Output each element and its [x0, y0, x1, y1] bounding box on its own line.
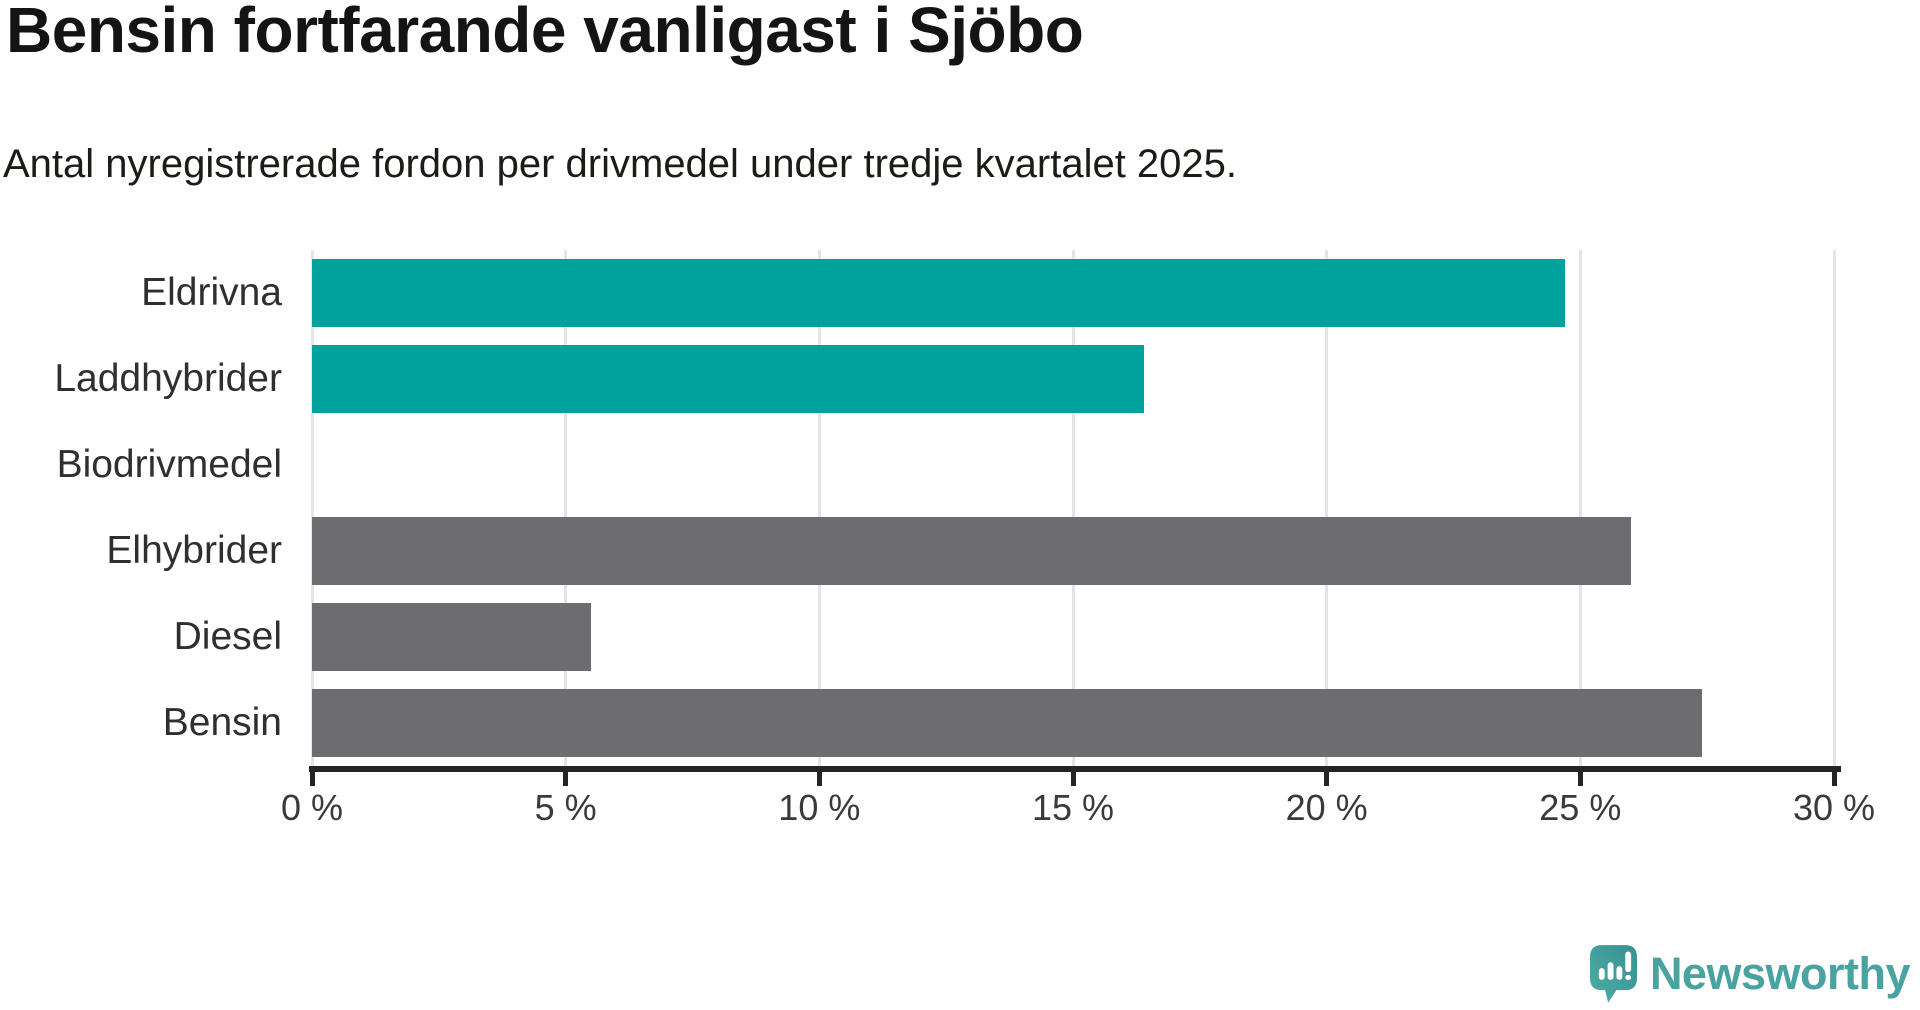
newsworthy-logo-text: Newsworthy	[1649, 948, 1911, 999]
category-label-eldrivna: Eldrivna	[141, 271, 282, 314]
gridline-5	[564, 250, 568, 766]
x-tick-30	[1831, 766, 1837, 786]
category-label-elhybrider: Elhybrider	[106, 529, 282, 572]
bar-bensin	[312, 689, 1703, 757]
gridline-10	[817, 250, 821, 766]
gridline-20	[1325, 250, 1329, 766]
x-tick-label-15: 15 %	[1031, 787, 1115, 828]
category-label-biodrivmedel: Biodrivmedel	[56, 443, 282, 486]
x-tick-label-30: 30 %	[1792, 787, 1876, 828]
x-tick-10	[816, 766, 822, 786]
x-tick-label-25: 25 %	[1539, 787, 1622, 828]
x-tick-20	[1324, 766, 1330, 786]
x-tick-label-20: 20 %	[1285, 787, 1368, 828]
x-tick-label-5: 5 %	[534, 787, 597, 828]
x-tick-25	[1577, 766, 1583, 786]
chart-subtitle: Antal nyregistrerade fordon per drivmede…	[3, 142, 1238, 186]
gridline-0	[310, 250, 314, 766]
bar-laddhybrider	[312, 345, 1145, 413]
category-label-bensin: Bensin	[162, 701, 282, 744]
bar-eldrivna	[312, 259, 1566, 327]
y-axis-category-labels: Eldrivna Laddhybrider Biodrivmedel Elhybrid…	[0, 250, 282, 766]
x-tick-label-0: 0 %	[280, 787, 344, 828]
newsworthy-speech-bubble-barchart-icon	[1589, 944, 1637, 1003]
gridline-15	[1071, 250, 1075, 766]
bar-elhybrider	[312, 517, 1632, 585]
newsworthy-logo: Newsworthy	[1589, 944, 1911, 1004]
x-axis-tick-labels: 0 % 5 % 10 % 15 % 20 % 25 % 30 %	[0, 788, 1920, 832]
chart-title: Bensin fortfarande vanligast i Sjöbo	[6, 0, 1084, 66]
bar-diesel	[312, 603, 592, 671]
gridline-30	[1832, 250, 1836, 766]
x-tick-label-10: 10 %	[778, 787, 861, 828]
x-tick-15	[1070, 766, 1076, 786]
x-tick-0	[309, 766, 315, 786]
gridline-25	[1578, 250, 1582, 766]
plot-area	[310, 250, 1836, 766]
category-label-laddhybrider: Laddhybrider	[54, 357, 282, 400]
category-label-diesel: Diesel	[173, 615, 282, 658]
x-tick-5	[563, 766, 569, 786]
